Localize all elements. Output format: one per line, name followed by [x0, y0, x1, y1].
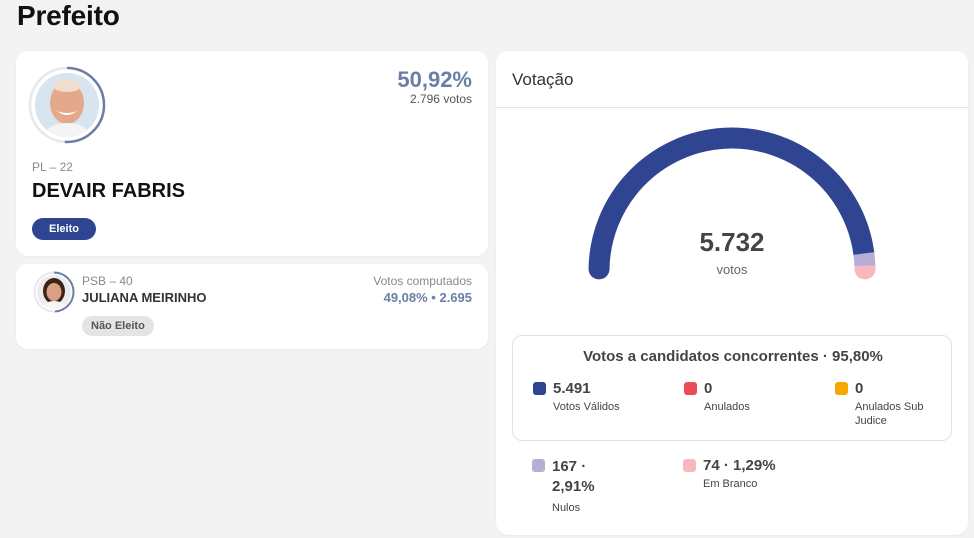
- legend-label: Votos Válidos: [553, 401, 620, 413]
- competitors-box: Votos a candidatos concorrentes · 95,80%…: [512, 335, 952, 441]
- gauge-arc-nulos: [853, 252, 876, 267]
- legend-label: Anulados Sub Judice: [855, 401, 924, 427]
- second-share-ring: [33, 271, 75, 313]
- winner-avatar: [28, 66, 106, 144]
- competitors-title: Votos a candidatos concorrentes · 95,80%: [583, 348, 883, 365]
- legend-value: 5.491: [553, 380, 591, 397]
- votes-gauge: [588, 127, 876, 280]
- header-divider: [496, 107, 968, 108]
- second-party: PSB – 40: [82, 274, 133, 288]
- total-votes: 5.732: [699, 227, 765, 257]
- not-elected-badge: Não Eleito: [82, 316, 154, 336]
- legend-value: 0: [855, 380, 864, 397]
- legend-value: 0: [704, 380, 713, 397]
- legend-swatch: [532, 459, 545, 472]
- legend-label: Nulos: [552, 502, 581, 514]
- votacao-title: Votação: [512, 70, 574, 89]
- winner-votes: 2.796 votos: [409, 92, 472, 106]
- second-photo: [37, 275, 71, 309]
- winner-party: PL – 22: [32, 160, 73, 174]
- legend-value: 74 · 1,29%: [703, 457, 776, 474]
- total-votes-label: votos: [716, 262, 748, 277]
- second-avatar: [33, 271, 75, 313]
- legend-swatch: [835, 382, 848, 395]
- computed-votes-label: Votos computados: [373, 274, 472, 288]
- winner-percentage: 50,92%: [397, 67, 472, 92]
- second-votes-value: 49,08% • 2.695: [383, 290, 472, 305]
- winner-card[interactable]: 50,92% 2.796 votos PL – 22 DEVAIR FABRIS…: [16, 51, 488, 256]
- page-title: Prefeito: [17, 0, 120, 31]
- legend-swatch: [683, 459, 696, 472]
- winner-share-ring: [28, 66, 106, 144]
- legend-value: 167 · 2,91%: [552, 458, 595, 495]
- winner-photo: [35, 73, 99, 137]
- winner-name: DEVAIR FABRIS: [32, 180, 185, 202]
- votacao-card: Votação 5.732 votos Votos a candidatos c…: [496, 51, 968, 535]
- legend-label: Anulados: [704, 401, 750, 413]
- elected-badge: Eleito: [32, 218, 96, 240]
- second-name: JULIANA MEIRINHO: [82, 290, 207, 305]
- legend-swatch: [533, 382, 546, 395]
- legend-label: Em Branco: [703, 478, 758, 490]
- legend-swatch: [684, 382, 697, 395]
- second-candidate-card[interactable]: PSB – 40 JULIANA MEIRINHO Votos computad…: [16, 264, 488, 349]
- gauge-arc-validos: [588, 127, 875, 280]
